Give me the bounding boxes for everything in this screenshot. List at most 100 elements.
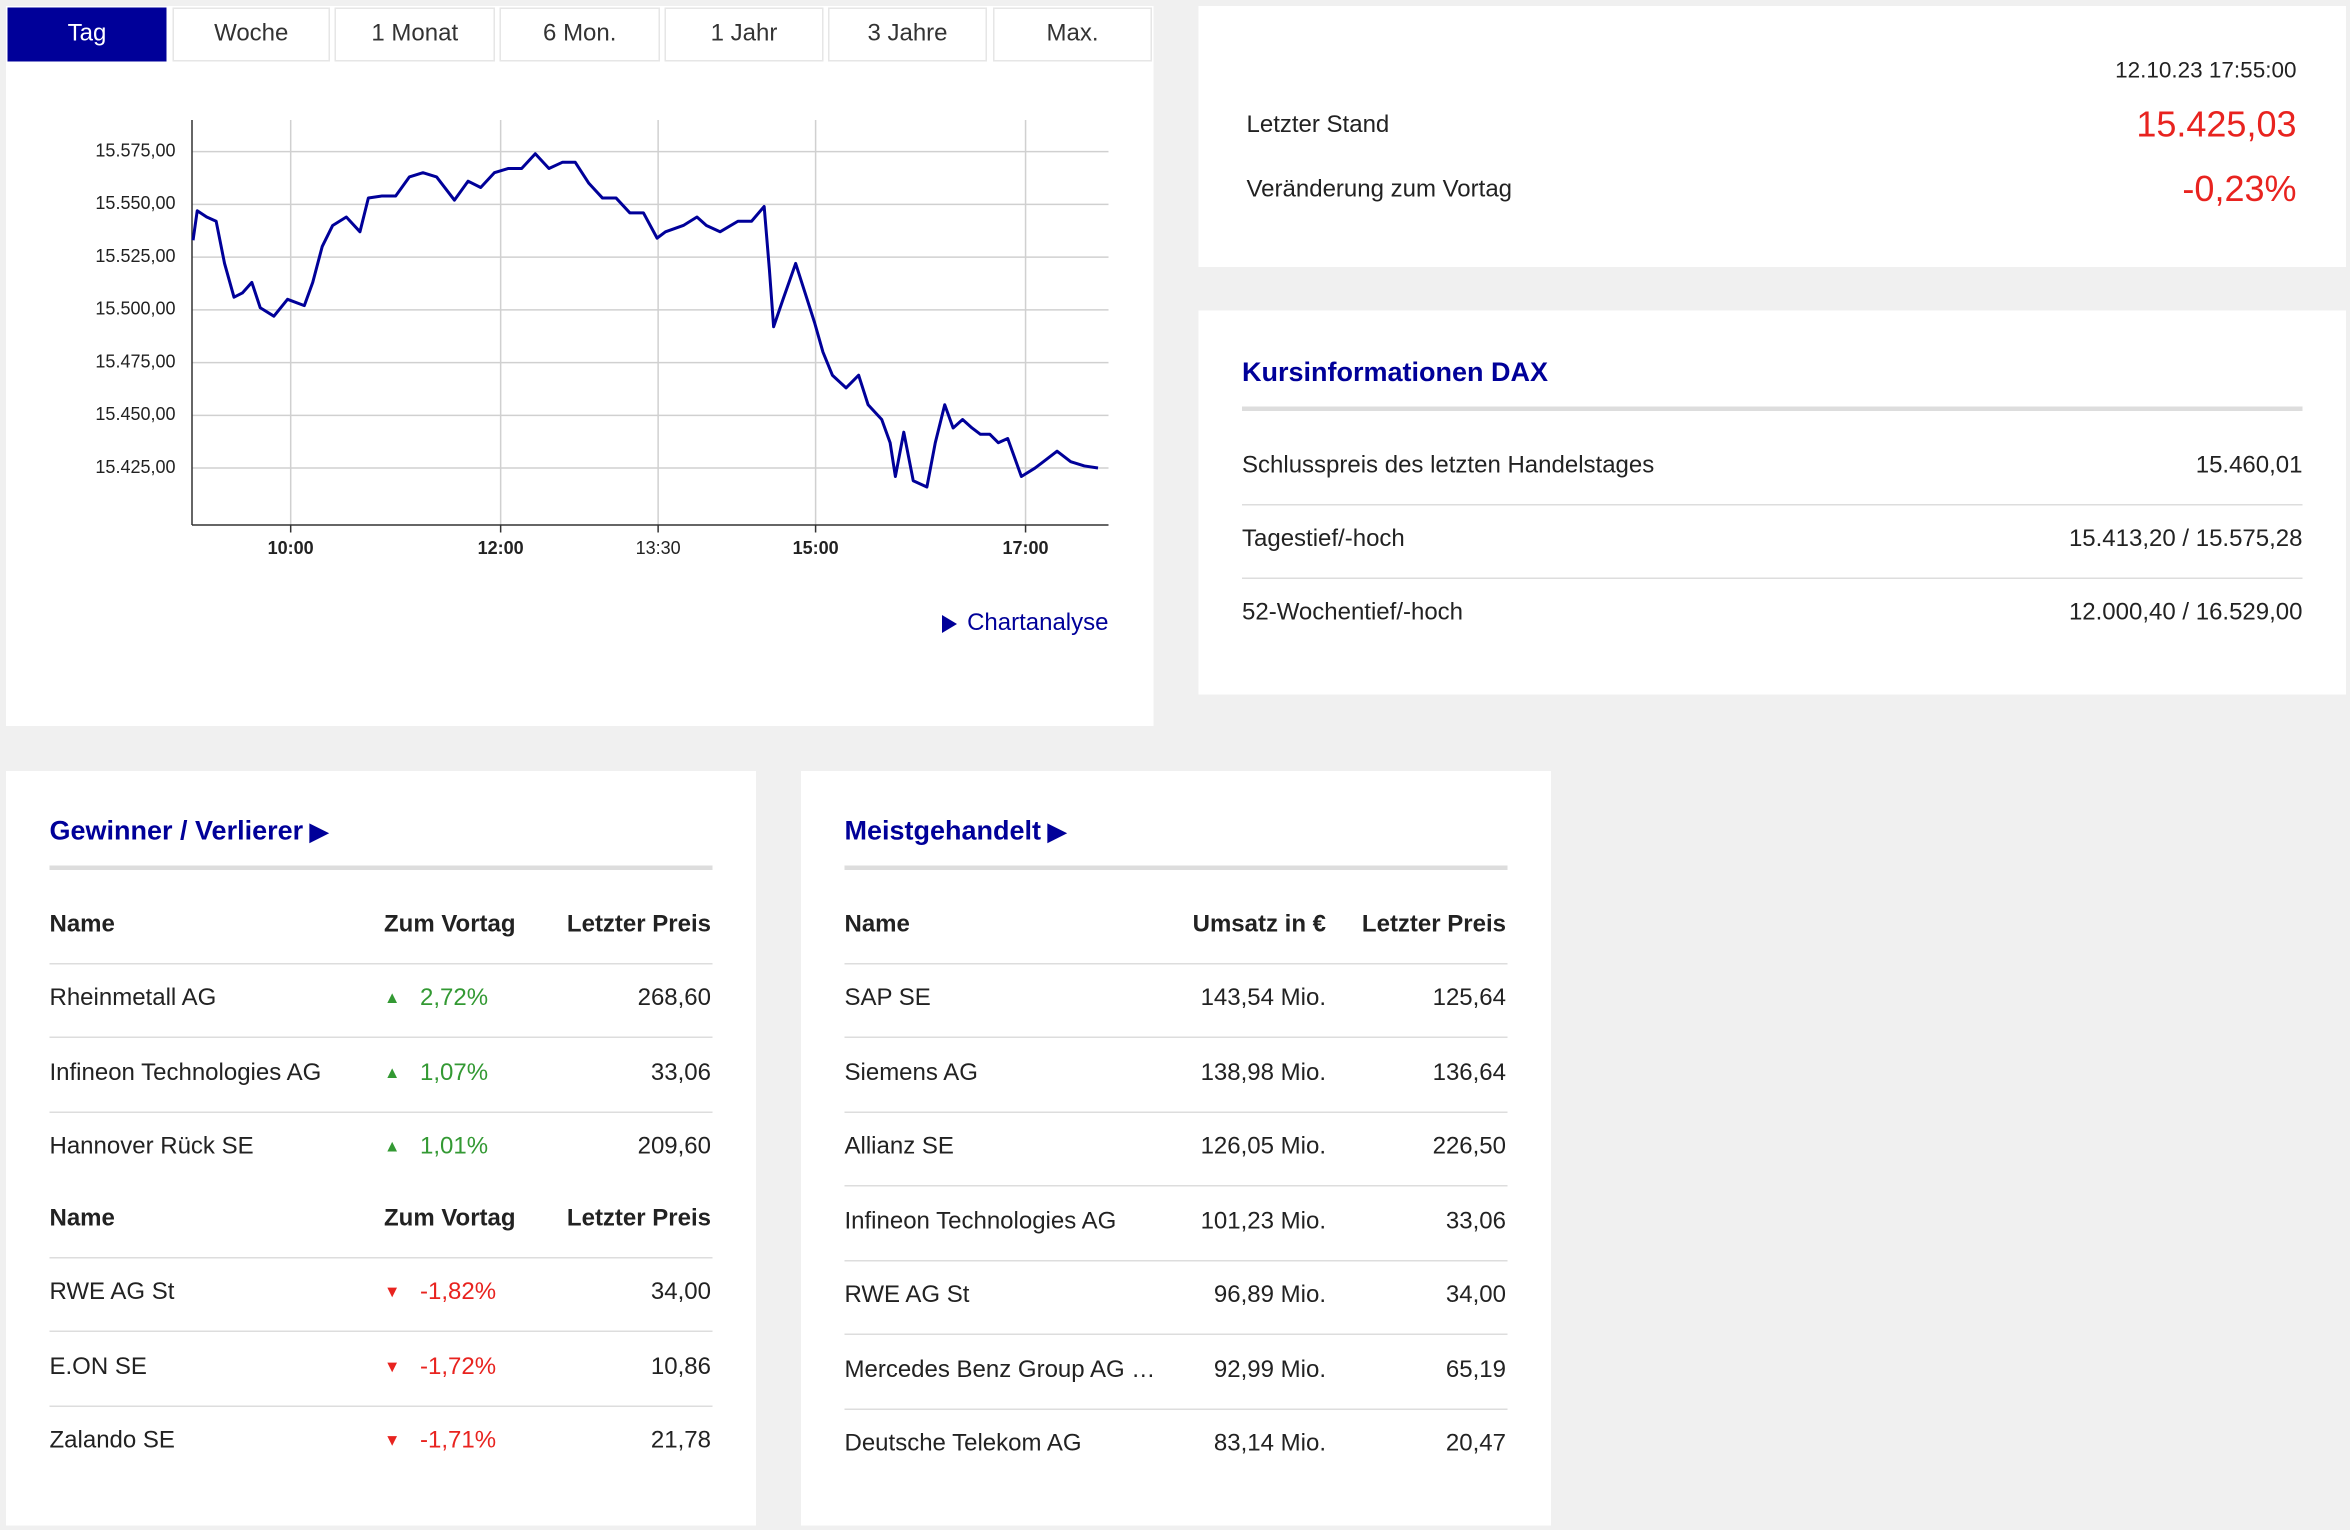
x-tick-label: 12:00 bbox=[478, 538, 524, 558]
separator bbox=[49, 1330, 713, 1332]
separator bbox=[844, 1333, 1508, 1335]
separator bbox=[844, 1407, 1508, 1410]
x-tick-label: 13:30 bbox=[636, 538, 681, 558]
time-range-tab[interactable]: 1 Monat bbox=[334, 7, 495, 62]
separator bbox=[49, 963, 713, 965]
chart-link[interactable]: Chartanalyse bbox=[967, 610, 1109, 636]
section-title: Kursinformationen DAX bbox=[1242, 357, 1549, 387]
timestamp: 12.10.23 17:55:00 bbox=[2115, 57, 2297, 84]
info-value: 15.413,20 / 15.575,28 bbox=[2068, 526, 2303, 552]
price: 65,19 bbox=[1445, 1356, 1506, 1383]
turnover: 101,23 Mio. bbox=[1200, 1208, 1326, 1234]
info-label: Schlusspreis des letzten Handelstages bbox=[1242, 453, 1655, 479]
x-tick-label: 15:00 bbox=[793, 538, 839, 558]
separator bbox=[1242, 406, 2303, 411]
quote-panel bbox=[1198, 6, 2346, 267]
y-tick-label: 15.550,00 bbox=[95, 193, 175, 213]
column-header: Umsatz in € bbox=[1192, 912, 1326, 938]
info-value: 12.000,40 / 16.529,00 bbox=[2068, 600, 2303, 626]
time-range-tab[interactable]: Max. bbox=[993, 7, 1152, 62]
separator bbox=[844, 865, 1508, 870]
column-header: Name bbox=[844, 912, 910, 938]
y-tick-label: 15.500,00 bbox=[95, 299, 175, 319]
price: 226,50 bbox=[1432, 1134, 1506, 1160]
trend-icon: ▼ bbox=[384, 1357, 401, 1376]
stock-name: Siemens AG bbox=[844, 1059, 978, 1086]
separator bbox=[844, 1185, 1508, 1187]
trend-icon: ▲ bbox=[384, 1063, 401, 1082]
x-tick-label: 17:00 bbox=[1003, 538, 1049, 558]
separator bbox=[49, 1257, 713, 1259]
link-arrow bbox=[942, 615, 957, 633]
y-tick-label: 15.450,00 bbox=[95, 404, 175, 424]
time-range-tab[interactable]: 3 Jahre bbox=[828, 7, 987, 62]
separator bbox=[1242, 504, 2303, 506]
time-range-tab[interactable]: 1 Jahr bbox=[664, 7, 824, 62]
stock-name: Mercedes Benz Group AG … bbox=[844, 1356, 1156, 1383]
turnover: 126,05 Mio. bbox=[1200, 1134, 1326, 1160]
y-tick-label: 15.525,00 bbox=[95, 246, 175, 266]
stock-name: RWE AG St bbox=[844, 1282, 970, 1308]
change: -1,82% bbox=[420, 1279, 497, 1305]
time-range-tab[interactable]: 6 Mon. bbox=[499, 7, 660, 62]
quote-value: 15.425,03 bbox=[2136, 105, 2297, 146]
trend-icon: ▲ bbox=[384, 989, 401, 1008]
column-header: Letzter Preis bbox=[1361, 912, 1506, 938]
link-arrow: ▶ bbox=[1041, 819, 1067, 846]
y-tick-label: 15.575,00 bbox=[95, 140, 175, 160]
separator bbox=[844, 963, 1508, 965]
price: 20,47 bbox=[1445, 1431, 1506, 1457]
turnover: 96,89 Mio. bbox=[1213, 1282, 1326, 1308]
separator bbox=[49, 1404, 713, 1407]
chart-panel bbox=[6, 6, 1154, 726]
column-header: Name bbox=[49, 1206, 115, 1232]
chart: 15.425,00 15.450,00 15.475,00 15.500,00 15.5… bbox=[95, 120, 1109, 633]
y-tick-label: 15.425,00 bbox=[95, 457, 175, 477]
section-link[interactable]: Meistgehandelt ▶ bbox=[844, 815, 1067, 846]
time-range-tab[interactable]: Tag bbox=[7, 7, 167, 62]
time-range-tab[interactable]: Woche bbox=[172, 7, 330, 62]
section-link[interactable]: Gewinner / Verlierer ▶ bbox=[49, 815, 329, 846]
trend-icon: ▲ bbox=[384, 1137, 401, 1156]
turnover: 92,99 Mio. bbox=[1213, 1356, 1326, 1383]
price: 21,78 bbox=[650, 1428, 711, 1454]
quote-value: -0,23% bbox=[2182, 169, 2297, 210]
change: 1,07% bbox=[420, 1059, 489, 1086]
movers-panel bbox=[6, 771, 756, 1526]
column-header: Zum Vortag bbox=[384, 912, 516, 938]
stock-name: SAP SE bbox=[844, 985, 931, 1011]
change: -1,72% bbox=[420, 1353, 497, 1380]
price: 33,06 bbox=[650, 1059, 711, 1086]
separator bbox=[1242, 577, 2303, 579]
trend-icon: ▼ bbox=[384, 1283, 401, 1302]
stock-name: Rheinmetall AG bbox=[49, 985, 217, 1011]
separator bbox=[49, 865, 713, 870]
turnover: 138,98 Mio. bbox=[1200, 1059, 1326, 1086]
quote-label: Veränderung zum Vortag bbox=[1246, 177, 1513, 203]
info-value: 15.460,01 bbox=[2195, 453, 2303, 479]
x-tick-label: 10:00 bbox=[268, 538, 314, 558]
trend-icon: ▼ bbox=[384, 1431, 401, 1450]
stock-name: Infineon Technologies AG bbox=[844, 1208, 1117, 1234]
info-panel bbox=[1198, 310, 2346, 695]
link-arrow: ▶ bbox=[303, 819, 329, 846]
turnover: 143,54 Mio. bbox=[1200, 985, 1326, 1011]
stock-name: RWE AG St bbox=[49, 1279, 175, 1305]
stock-name: E.ON SE bbox=[49, 1353, 147, 1380]
stock-name: Zalando SE bbox=[49, 1428, 175, 1454]
turnover: 83,14 Mio. bbox=[1213, 1431, 1326, 1457]
price: 209,60 bbox=[637, 1134, 711, 1160]
price: 136,64 bbox=[1432, 1059, 1506, 1086]
change: 1,01% bbox=[420, 1134, 489, 1160]
column-header: Zum Vortag bbox=[384, 1206, 516, 1232]
info-label: 52-Wochentief/-hoch bbox=[1242, 600, 1464, 626]
stock-name: Deutsche Telekom AG bbox=[844, 1431, 1082, 1457]
stock-name: Hannover Rück SE bbox=[49, 1134, 254, 1160]
stock-name: Infineon Technologies AG bbox=[49, 1059, 322, 1086]
info-label: Tagestief/-hoch bbox=[1242, 526, 1405, 552]
price: 34,00 bbox=[650, 1279, 711, 1305]
quote-label: Letzter Stand bbox=[1246, 112, 1390, 138]
price: 33,06 bbox=[1445, 1208, 1506, 1234]
change: 2,72% bbox=[420, 985, 489, 1011]
